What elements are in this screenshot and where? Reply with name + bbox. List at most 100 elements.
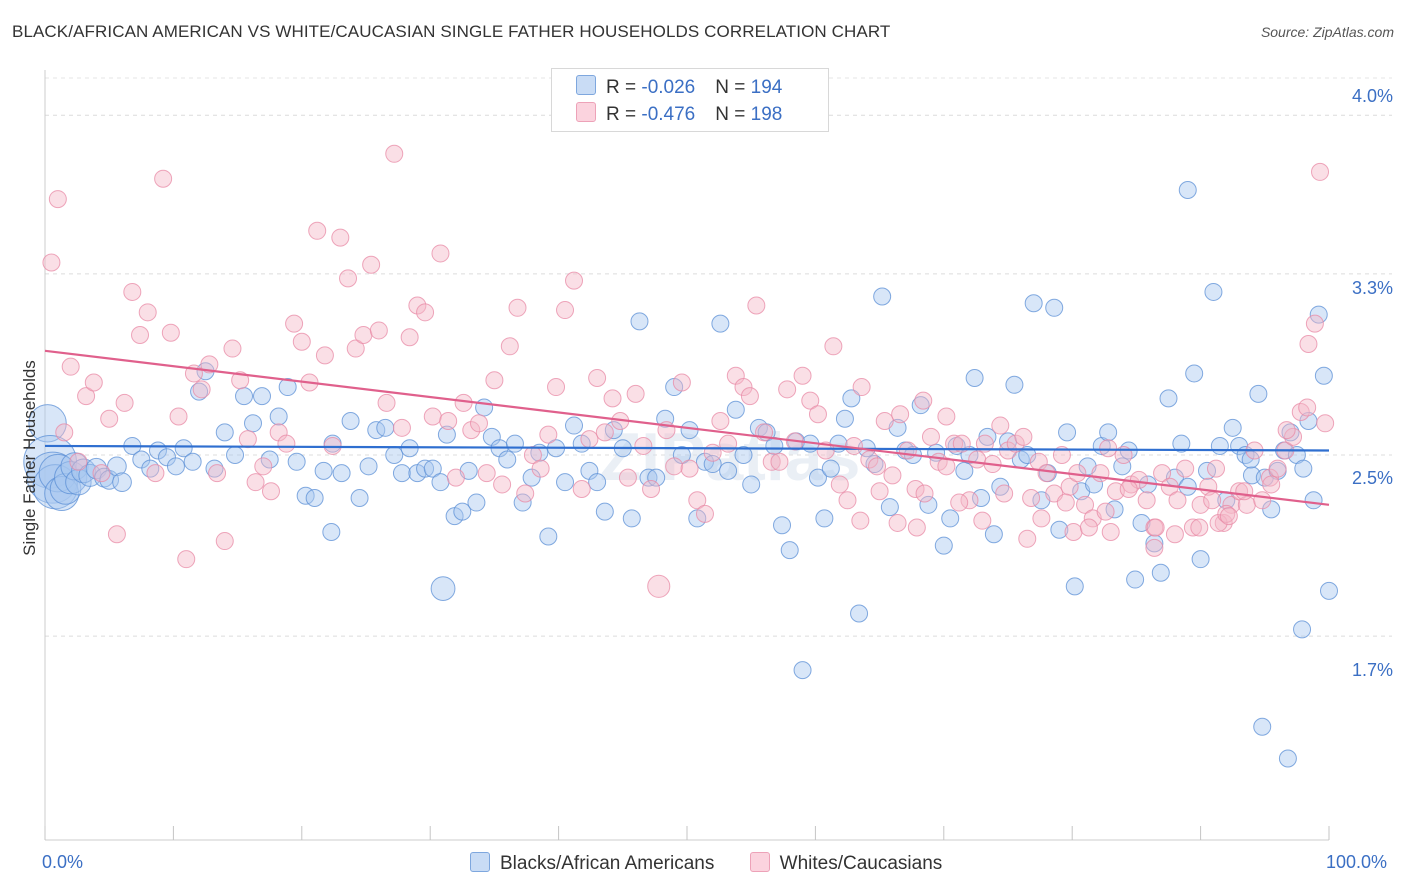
data-point-whites (672, 373, 691, 392)
data-point-blacks (453, 502, 472, 521)
data-point-whites (1235, 482, 1254, 501)
data-point-whites (1153, 464, 1172, 483)
data-point-whites (1022, 489, 1041, 508)
data-point-whites (454, 393, 473, 412)
data-point-blacks (475, 398, 494, 417)
data-point-whites (995, 484, 1014, 503)
data-point-whites (177, 550, 196, 569)
data-point-whites (634, 436, 653, 455)
data-point-whites (1014, 427, 1033, 446)
data-point-blacks (260, 450, 279, 469)
data-point-blacks (287, 452, 306, 471)
y-axis-label: Single Father Households (20, 360, 39, 556)
data-point-whites (523, 446, 542, 464)
data-point-blacks (437, 425, 456, 444)
data-point-whites (1291, 402, 1310, 421)
data-point-whites (915, 484, 934, 503)
data-point-whites (937, 407, 956, 426)
data-point-blacks (919, 495, 938, 514)
data-point-whites (369, 321, 388, 340)
data-point-whites (362, 255, 381, 274)
data-point-whites (588, 369, 607, 387)
data-point-whites (477, 464, 496, 483)
data-point-whites (146, 464, 165, 483)
y-tick-label: 2.5% (1351, 468, 1393, 488)
data-point-whites (1052, 446, 1071, 464)
data-point-whites (688, 491, 707, 510)
data-point-blacks (622, 509, 641, 528)
data-point-whites (385, 144, 404, 163)
data-point-whites (888, 513, 907, 532)
data-point-blacks (278, 378, 297, 397)
data-point-blacks (1024, 294, 1043, 313)
data-point-blacks (1191, 550, 1210, 569)
data-point-blacks (880, 498, 899, 517)
data-point-whites (999, 441, 1017, 460)
y-tick-label: 1.7% (1351, 660, 1393, 680)
data-point-whites (945, 434, 964, 453)
data-point-blacks (314, 461, 333, 480)
data-point-blacks (808, 468, 827, 487)
data-point-blacks (821, 459, 840, 478)
data-point-whites (595, 423, 614, 442)
data-point-whites (1219, 507, 1238, 526)
data-point-whites (408, 296, 427, 315)
legend-item-whites[interactable]: Whites/Caucasians (749, 852, 942, 875)
data-point-blacks (1050, 520, 1069, 539)
data-point-blacks (793, 661, 812, 680)
data-point-whites (580, 430, 599, 449)
data-point-blacks (332, 464, 351, 483)
data-point-whites (200, 355, 219, 374)
data-point-whites (1018, 529, 1037, 548)
data-point-whites (531, 459, 550, 478)
data-point-blacks (539, 527, 558, 546)
legend-item-blacks[interactable]: Blacks/African Americans (470, 852, 714, 875)
data-point-whites (169, 407, 188, 426)
data-point-whites (115, 393, 134, 412)
data-point-blacks (780, 541, 799, 560)
data-point-whites (277, 434, 296, 453)
data-point-whites (1064, 523, 1083, 541)
data-point-whites (1137, 491, 1156, 510)
data-point-whites (431, 244, 450, 263)
data-point-whites (215, 532, 234, 551)
data-point-blacks (1065, 577, 1084, 596)
data-point-whites (1037, 464, 1056, 483)
data-point-whites (1298, 398, 1317, 417)
data-point-blacks (984, 525, 1003, 544)
data-point-whites (539, 425, 558, 444)
x-tick-label-min: 0.0% (42, 852, 84, 872)
data-point-whites (339, 269, 358, 288)
data-point-whites (1222, 495, 1241, 514)
data-point-blacks (1253, 717, 1272, 736)
data-point-blacks (522, 468, 541, 487)
data-point-whites (231, 371, 250, 390)
data-point-whites (603, 389, 622, 408)
data-point-whites (556, 301, 575, 320)
data-point-whites (1146, 518, 1165, 537)
r-label: R = (606, 104, 642, 125)
legend-swatch-blue (576, 75, 596, 95)
data-point-whites (346, 339, 365, 358)
data-point-whites (1096, 502, 1115, 521)
data-point-blacks (815, 509, 834, 528)
data-point-whites (852, 378, 871, 397)
data-point-whites (844, 436, 863, 455)
data-point-whites (952, 434, 971, 453)
data-point-whites (906, 479, 925, 498)
data-point-whites (1101, 523, 1120, 541)
data-point-blacks (639, 468, 658, 487)
data-point-whites (824, 337, 843, 356)
data-point-blacks (742, 475, 761, 494)
data-point-whites (61, 357, 80, 376)
data-point-blacks (595, 502, 614, 521)
data-point-whites (838, 491, 857, 510)
data-point-blacks (359, 457, 378, 476)
data-point-whites (354, 325, 373, 344)
data-point-whites (891, 405, 910, 424)
data-point-blacks (112, 472, 132, 493)
data-point-blacks (1314, 366, 1333, 385)
data-point-blacks (1005, 375, 1024, 394)
data-point-blacks (376, 418, 395, 437)
data-point-whites (680, 459, 699, 478)
